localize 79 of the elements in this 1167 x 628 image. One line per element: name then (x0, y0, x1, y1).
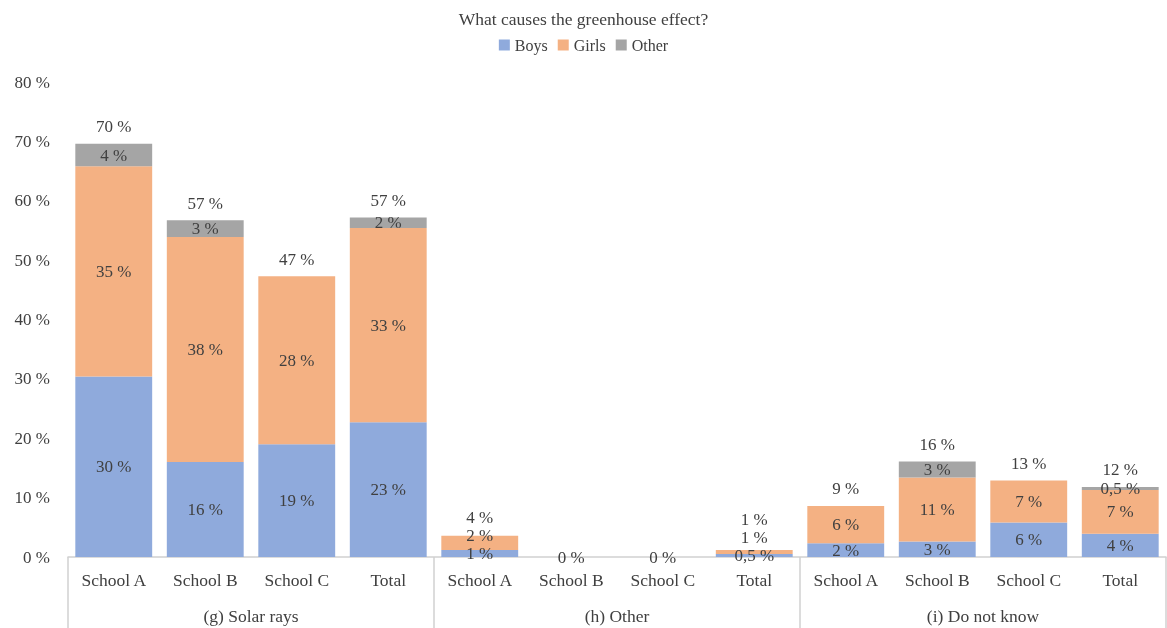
data-label: 28 % (279, 350, 315, 370)
data-label: 6 % (832, 515, 860, 535)
data-label: 3 % (923, 459, 951, 479)
data-label: 0,5 % (1100, 478, 1141, 498)
data-label: 16 % (187, 500, 223, 519)
total-label: 57 % (187, 193, 223, 213)
data-label: 33 % (370, 315, 406, 335)
x-tick-label: School B (172, 570, 238, 590)
data-label: 35 % (96, 261, 132, 281)
data-label: 4 % (1106, 535, 1134, 555)
x-tick-label: School C (630, 570, 696, 590)
total-label: 1 % (740, 510, 768, 530)
data-label: 3 % (191, 219, 219, 239)
data-label: 30 % (96, 457, 132, 477)
legend-label: Other (631, 36, 669, 54)
data-label: 7 % (1106, 502, 1134, 522)
data-label: 1 % (740, 528, 768, 548)
y-tick-label: 30 % (14, 369, 50, 389)
y-tick-label: 20 % (14, 428, 50, 448)
bar (807, 505, 885, 544)
bar (349, 228, 427, 423)
chart-title: What causes the greenhouse effect? (458, 9, 709, 29)
data-label: 2 % (832, 540, 860, 560)
total-label: 4 % (466, 507, 494, 527)
x-tick-label: School C (996, 570, 1062, 590)
y-tick-label: 70 % (14, 131, 50, 151)
x-tick-label: School C (264, 570, 330, 590)
legend-label: Girls (573, 36, 606, 54)
data-label: 38 % (187, 339, 223, 359)
bar (258, 444, 336, 557)
total-label: 12 % (1102, 460, 1138, 480)
text: (g) Solar rays (203, 606, 299, 626)
data-label: 11 % (919, 500, 955, 519)
data-label: 0 % (649, 547, 677, 567)
x-tick-label: School B (538, 570, 604, 590)
total-label: 47 % (279, 249, 315, 269)
bar (258, 276, 336, 445)
y-tick-label: 80 % (14, 72, 50, 92)
x-tick-label: School B (904, 570, 970, 590)
y-tick-label: 40 % (14, 310, 50, 329)
text: (i) Do not know (926, 606, 1040, 626)
bar (1081, 533, 1159, 557)
x-tick-label: School A (447, 570, 513, 590)
total-label: 9 % (832, 479, 860, 499)
x-tick-label: School A (81, 570, 147, 590)
bar (990, 480, 1068, 523)
bar (898, 477, 976, 542)
y-tick-label: 50 % (14, 250, 50, 270)
bar (166, 462, 244, 557)
y-tick-label: 60 % (14, 191, 50, 211)
x-tick-label: Total (370, 570, 407, 590)
total-label: 13 % (1011, 453, 1047, 473)
y-tick-label: 10 % (14, 488, 50, 508)
x-tick-label: Total (736, 570, 773, 590)
bar (75, 376, 153, 557)
bar (166, 236, 244, 462)
y-tick-label: 0 % (23, 547, 50, 567)
data-label: 23 % (370, 480, 406, 500)
legend-label: Boys (514, 36, 548, 55)
data-label: 6 % (1015, 530, 1043, 550)
data-label: 19 % (279, 491, 315, 511)
bar (75, 166, 153, 377)
bar (990, 522, 1068, 557)
data-label: 0,5 % (734, 546, 775, 566)
total-label: 16 % (919, 434, 955, 454)
text: (h) Other (584, 606, 650, 626)
data-label: 2 % (374, 213, 402, 233)
bar (166, 220, 244, 237)
x-tick-label: School A (813, 570, 879, 590)
data-label: 7 % (1015, 491, 1043, 511)
data-label: 0 % (557, 547, 585, 567)
bar (75, 143, 153, 167)
x-tick-label: Total (1102, 570, 1139, 590)
bar (349, 422, 427, 557)
total-label: 70 % (96, 117, 132, 137)
bar (807, 543, 885, 557)
data-label: 4 % (100, 145, 128, 165)
data-label: 3 % (923, 539, 951, 559)
total-label: 57 % (370, 190, 406, 210)
